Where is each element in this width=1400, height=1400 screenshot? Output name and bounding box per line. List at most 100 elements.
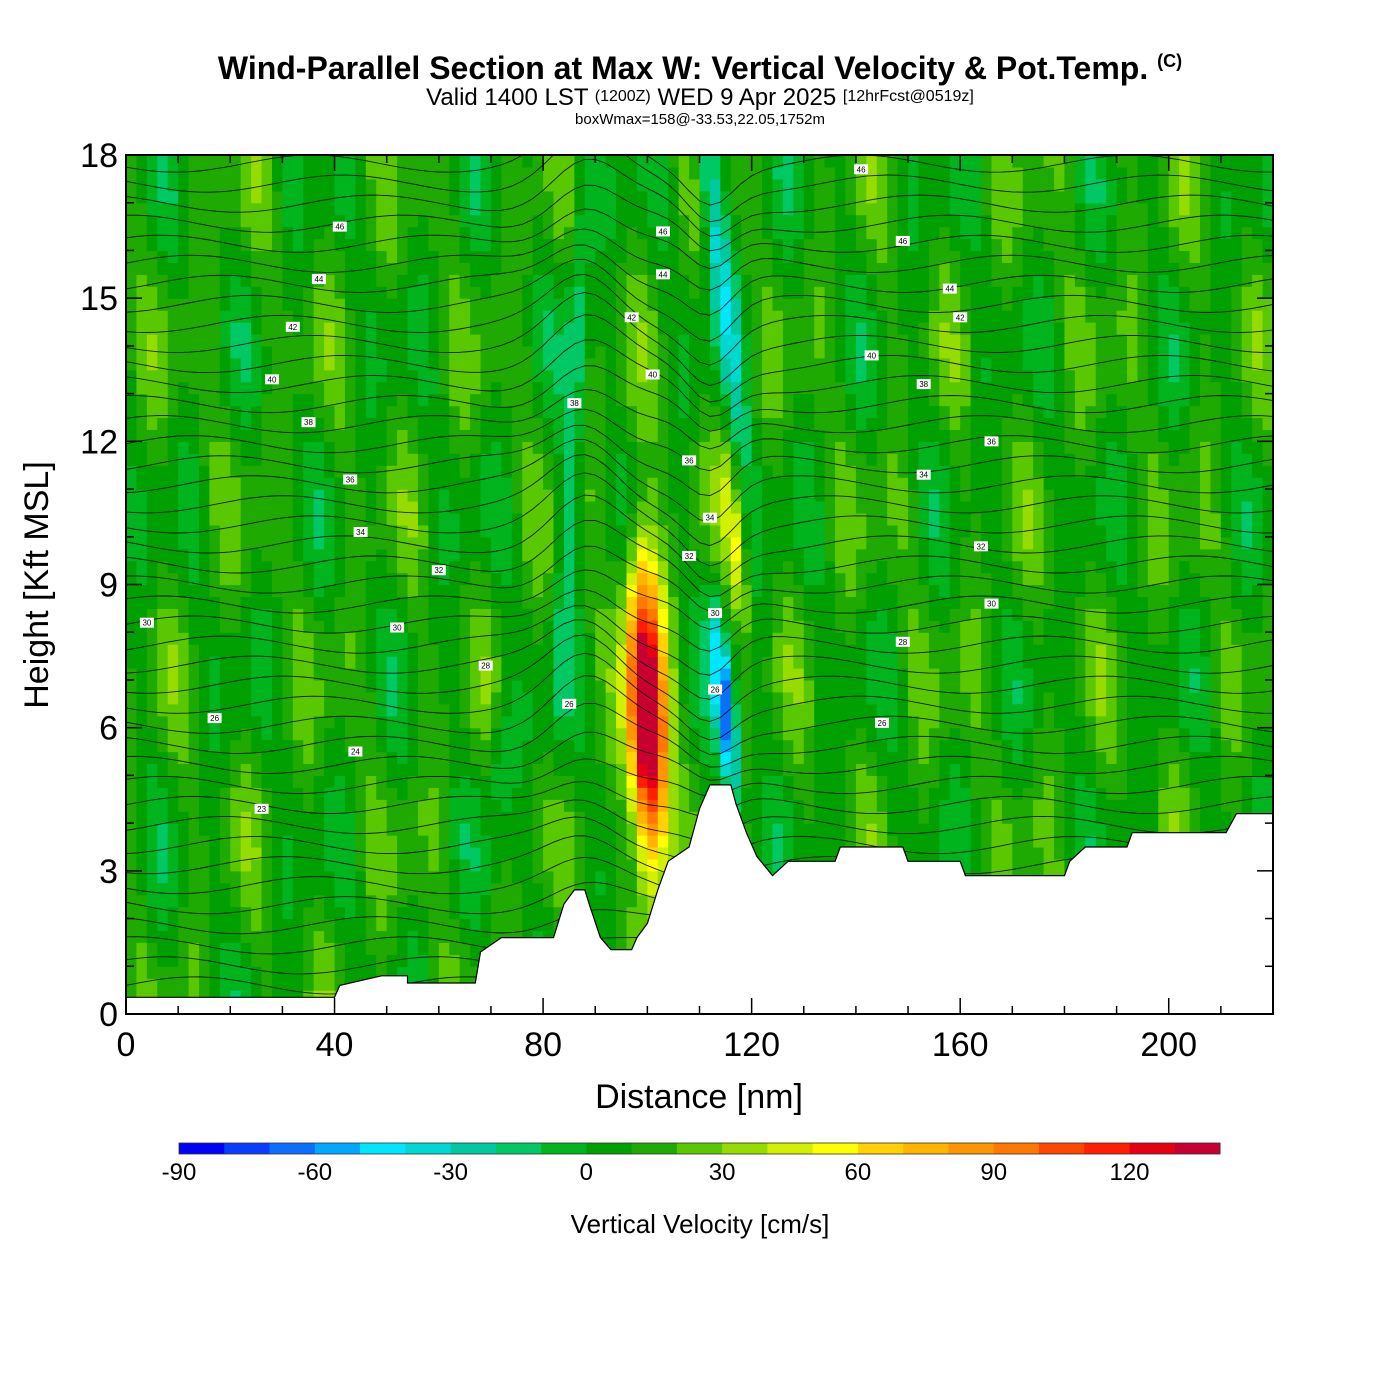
- w-cell: [178, 608, 190, 621]
- w-cell: [772, 787, 784, 800]
- w-cell: [178, 882, 190, 896]
- w-cell: [824, 608, 836, 621]
- w-cell: [709, 763, 721, 776]
- w-cell: [240, 763, 252, 776]
- w-cell: [230, 691, 242, 705]
- w-cell: [501, 691, 513, 705]
- w-cell: [376, 393, 388, 407]
- w-cell: [563, 584, 575, 598]
- w-cell: [282, 811, 294, 824]
- w-cell: [386, 942, 398, 955]
- w-cell: [689, 620, 701, 633]
- w-cell: [553, 369, 565, 383]
- w-cell: [793, 823, 805, 836]
- w-cell: [501, 524, 513, 538]
- w-cell: [657, 703, 669, 717]
- w-cell: [741, 155, 753, 168]
- w-cell: [240, 930, 252, 944]
- w-cell: [490, 477, 502, 490]
- w-cell: [657, 298, 669, 311]
- w-cell: [741, 715, 753, 729]
- w-cell: [355, 429, 367, 442]
- w-cell: [240, 202, 252, 216]
- w-cell: [365, 739, 377, 753]
- w-cell: [480, 787, 492, 800]
- w-cell: [511, 572, 523, 586]
- w-cell: [167, 584, 179, 598]
- w-cell: [324, 584, 336, 598]
- w-cell: [438, 166, 450, 180]
- w-cell: [480, 679, 492, 693]
- w-cell: [188, 214, 200, 228]
- w-cell: [730, 548, 742, 562]
- w-cell: [678, 775, 690, 788]
- w-cell: [803, 393, 815, 407]
- w-cell: [532, 298, 544, 311]
- w-cell: [522, 357, 534, 371]
- w-cell: [386, 333, 398, 347]
- w-cell: [146, 226, 158, 240]
- w-cell: [334, 739, 346, 753]
- w-cell: [657, 489, 669, 502]
- w-cell: [532, 846, 544, 860]
- w-cell: [355, 489, 367, 502]
- w-cell: [313, 811, 325, 824]
- w-cell: [835, 393, 847, 407]
- w-cell: [814, 178, 826, 192]
- w-cell: [782, 238, 794, 252]
- w-cell: [282, 632, 294, 645]
- w-cell: [835, 512, 847, 526]
- w-cell: [136, 823, 148, 836]
- w-cell: [605, 942, 617, 955]
- w-cell: [793, 548, 805, 562]
- w-cell: [365, 918, 377, 932]
- w-cell: [146, 942, 158, 955]
- w-cell: [146, 799, 158, 812]
- w-cell: [271, 536, 284, 550]
- w-cell: [803, 691, 815, 705]
- w-cell: [365, 214, 377, 228]
- w-cell: [397, 966, 409, 979]
- w-cell: [553, 429, 565, 442]
- w-cell: [334, 417, 346, 430]
- w-cell: [240, 620, 252, 633]
- w-cell: [835, 298, 847, 311]
- w-cell: [678, 524, 690, 538]
- w-cell: [417, 846, 429, 860]
- w-cell: [459, 298, 471, 311]
- w-cell: [428, 155, 440, 168]
- w-cell: [157, 703, 169, 717]
- w-cell: [543, 250, 555, 263]
- w-cell: [709, 357, 721, 371]
- w-cell: [501, 298, 513, 311]
- w-cell: [657, 584, 669, 598]
- w-cell: [397, 465, 409, 478]
- w-cell: [428, 763, 440, 776]
- w-cell: [230, 250, 242, 263]
- w-cell: [344, 751, 356, 765]
- w-cell: [553, 799, 565, 812]
- w-cell: [126, 214, 138, 228]
- w-cell: [741, 322, 753, 335]
- w-cell: [709, 489, 721, 502]
- w-cell: [344, 894, 356, 908]
- w-cell: [251, 393, 263, 407]
- w-cell: [167, 727, 179, 741]
- w-cell: [188, 202, 200, 216]
- w-cell: [689, 608, 701, 621]
- w-cell: [407, 429, 419, 442]
- w-cell: [490, 620, 502, 633]
- w-cell: [605, 691, 617, 705]
- w-cell: [522, 632, 534, 645]
- w-cell: [126, 298, 138, 311]
- w-cell: [616, 858, 628, 872]
- w-cell: [824, 310, 836, 323]
- w-cell: [647, 190, 659, 204]
- w-cell: [480, 381, 492, 395]
- w-cell: [261, 823, 273, 836]
- w-cell: [751, 310, 763, 323]
- w-cell: [209, 811, 221, 824]
- w-cell: [376, 620, 388, 633]
- w-cell: [365, 333, 377, 347]
- w-cell: [668, 190, 680, 204]
